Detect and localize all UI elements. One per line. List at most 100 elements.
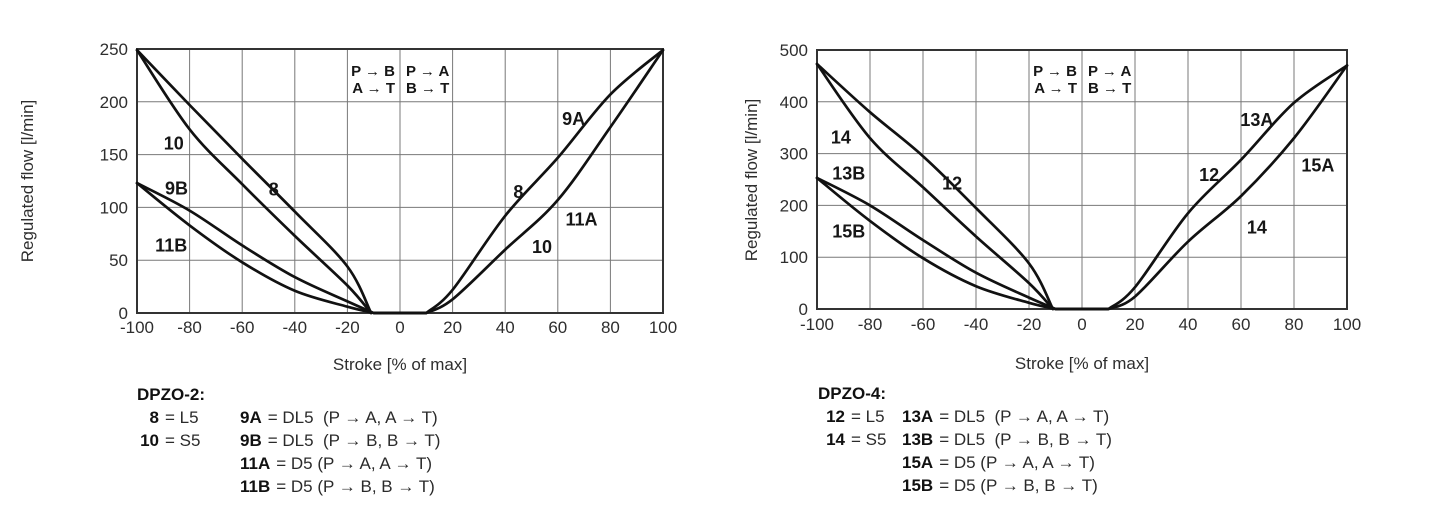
x-tick-label: -100 bbox=[800, 315, 834, 334]
x-tick-label: -60 bbox=[230, 318, 255, 337]
curve-label-8: 8 bbox=[269, 180, 279, 200]
curve-10 bbox=[135, 48, 373, 315]
curve-spool: = D5 (P → B, B → T) bbox=[276, 477, 435, 496]
curve-11B bbox=[135, 181, 376, 315]
dpzo-2-plot: 10 9B 11B 8 8 9A 11A 10 -100 -80 -60 -40 -20 0 20 40 60 8… bbox=[100, 40, 678, 337]
legend-row: 10 = S5 9B = DL5 (P → B, B → T) bbox=[137, 429, 700, 452]
x-tick-label: 80 bbox=[1285, 315, 1304, 334]
flow-note-left: P → B A → T bbox=[1033, 63, 1077, 97]
y-tick-label: 0 bbox=[119, 304, 128, 323]
y-tick-label: 150 bbox=[100, 146, 128, 165]
y-tick-label: 200 bbox=[100, 93, 128, 112]
legend-row: 14 = S5 13B = DL5 (P → B, B → T) bbox=[818, 428, 1432, 451]
x-tick-label: 20 bbox=[443, 318, 462, 337]
curve-code: 11B bbox=[240, 477, 271, 496]
curve-15B bbox=[815, 176, 1057, 311]
curve-code: 15B bbox=[902, 476, 934, 495]
legend-title: DPZO-2: bbox=[137, 385, 205, 404]
curve-code bbox=[137, 452, 159, 475]
flow-note-line: P → A bbox=[406, 63, 450, 80]
x-tick-label: 80 bbox=[601, 318, 620, 337]
curve-label-10: 10 bbox=[532, 237, 552, 257]
y-tick-label: 100 bbox=[780, 248, 808, 267]
x-tick-label: 0 bbox=[1077, 315, 1086, 334]
x-tick-label: 60 bbox=[548, 318, 567, 337]
curve-code: 14 bbox=[826, 430, 845, 449]
dpzo-2-legend: DPZO-2: 8 = L5 9A = DL5 (P → A, A → T) 10 =… bbox=[137, 383, 700, 498]
curve-code bbox=[137, 475, 159, 498]
dpzo-2-figure: 10 9B 11B 8 8 9A 11A 10 -100 -80 -60 -40 -20 0 20 40 60 8… bbox=[0, 0, 700, 511]
curve-9B bbox=[135, 181, 376, 315]
x-tick-label: -40 bbox=[964, 315, 989, 334]
curve-label-13A: 13A bbox=[1240, 110, 1273, 130]
curve-label-12: 12 bbox=[942, 173, 962, 193]
curve-label-9B: 9B bbox=[165, 179, 188, 199]
flow-note-line: A → T bbox=[1034, 80, 1077, 97]
curve-spool: = D5 (P → A, A → T) bbox=[939, 453, 1095, 472]
x-axis-title: Stroke [% of max] bbox=[1014, 354, 1150, 373]
curve-12 bbox=[815, 62, 1055, 311]
x-tick-label: -20 bbox=[335, 318, 360, 337]
curve-label-8: 8 bbox=[513, 182, 523, 202]
flow-note-line: B → T bbox=[406, 80, 450, 97]
y-tick-label: 250 bbox=[100, 40, 128, 59]
y-tick-label: 400 bbox=[780, 93, 808, 112]
x-tick-label: -20 bbox=[1017, 315, 1042, 334]
legend-row: 11A = D5 (P → A, A → T) bbox=[137, 452, 700, 475]
legend-row: 8 = L5 9A = DL5 (P → A, A → T) bbox=[137, 406, 700, 429]
dpzo-4-plot: 14 13B 15B 12 12 13A 15A 14 -100 -80 -60 -40 -20 0 20 4… bbox=[780, 41, 1362, 334]
curve-spool: = D5 (P → A, A → T) bbox=[276, 454, 432, 473]
curve-8-9A bbox=[424, 48, 665, 315]
curve-code bbox=[818, 474, 845, 497]
curve-code: 8 bbox=[149, 408, 159, 427]
y-tick-label: 300 bbox=[780, 145, 808, 164]
flow-note-line: A → T bbox=[352, 80, 395, 97]
curve-code: 11A bbox=[240, 454, 271, 473]
curve-label-15B: 15B bbox=[832, 222, 865, 242]
curve-label-11A: 11A bbox=[565, 209, 597, 229]
x-tick-label: -80 bbox=[858, 315, 883, 334]
curve-label-12: 12 bbox=[1199, 165, 1219, 185]
flow-note-line: B → T bbox=[1088, 80, 1132, 97]
y-axis-title: Regulated flow [l/min] bbox=[18, 99, 37, 263]
curve-spool: = DL5 (P → B, B → T) bbox=[267, 431, 441, 450]
x-tick-label: -60 bbox=[911, 315, 936, 334]
y-tick-label: 500 bbox=[780, 41, 808, 60]
x-tick-label: 40 bbox=[1179, 315, 1198, 334]
dpzo-4-figure: 14 13B 15B 12 12 13A 15A 14 -100 -80 -60 -40 -20 0 20 4… bbox=[700, 0, 1432, 511]
curve-spool: = S5 bbox=[165, 431, 201, 450]
curve-spool: = DL5 (P → A, A → T) bbox=[267, 408, 438, 427]
curve-label-9A: 9A bbox=[562, 109, 585, 129]
curve-code: 12 bbox=[826, 407, 845, 426]
curve-label-14: 14 bbox=[1247, 217, 1267, 237]
y-axis-title: Regulated flow [l/min] bbox=[742, 98, 761, 262]
curve-12-13A bbox=[1107, 64, 1349, 311]
y-tick-label: 0 bbox=[799, 300, 808, 319]
flow-note-left: P → B A → T bbox=[351, 63, 395, 97]
curve-spool: = L5 bbox=[851, 407, 885, 426]
x-tick-label: 100 bbox=[649, 318, 677, 337]
dpzo-4-legend: DPZO-4: 12 = L5 13A = DL5 (P → A, A → T) 1… bbox=[818, 382, 1432, 497]
x-tick-label: 100 bbox=[1333, 315, 1361, 334]
curve-14-15A bbox=[1107, 64, 1349, 311]
legend-title: DPZO-4: bbox=[818, 384, 886, 403]
curve-label-15A: 15A bbox=[1301, 155, 1334, 175]
x-tick-label: 40 bbox=[496, 318, 515, 337]
flow-note-line: P → B bbox=[351, 63, 395, 80]
y-tick-label: 50 bbox=[109, 251, 128, 270]
curve-code: 13A bbox=[902, 407, 934, 426]
curve-code bbox=[818, 451, 845, 474]
flow-note-right: P → A B → T bbox=[406, 63, 449, 97]
curve-label-13B: 13B bbox=[832, 164, 865, 184]
curve-8 bbox=[135, 48, 373, 315]
curve-label-14: 14 bbox=[831, 127, 851, 147]
y-tick-label: 200 bbox=[780, 196, 808, 215]
curve-label-10: 10 bbox=[164, 133, 184, 153]
x-tick-label: -80 bbox=[177, 318, 202, 337]
curve-14 bbox=[815, 62, 1055, 311]
y-tick-label: 100 bbox=[100, 198, 128, 217]
curve-code: 15A bbox=[902, 453, 934, 472]
curve-spool: = S5 bbox=[851, 430, 887, 449]
curve-code: 10 bbox=[140, 431, 159, 450]
